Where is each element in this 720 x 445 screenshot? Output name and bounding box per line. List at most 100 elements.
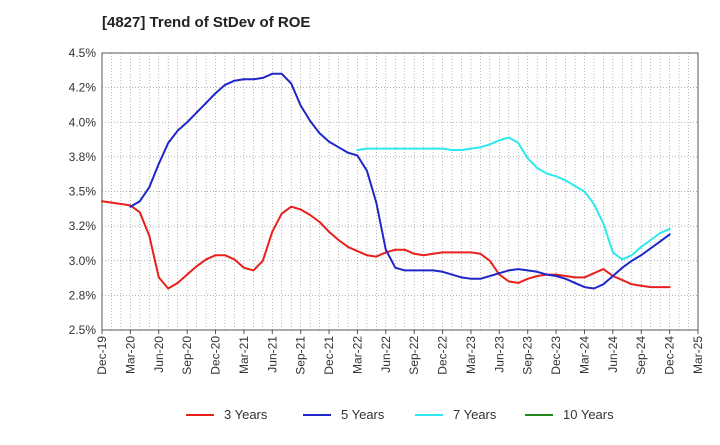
x-tick-label: Mar-24 [577, 336, 591, 374]
data-point-3-years [366, 254, 368, 257]
data-point-7-years [668, 228, 671, 230]
data-point-5-years [507, 269, 510, 272]
data-point-7-years [574, 185, 576, 187]
data-point-7-years [564, 179, 567, 182]
data-point-5-years [280, 72, 283, 75]
data-point-3-years [243, 266, 245, 269]
data-point-3-years [441, 251, 444, 254]
data-point-3-years [309, 214, 311, 216]
data-point-3-years [138, 211, 141, 214]
data-point-3-years [347, 246, 349, 248]
data-point-3-years [176, 282, 179, 284]
data-point-5-years [252, 78, 255, 81]
data-point-7-years [441, 147, 444, 150]
data-point-3-years [451, 251, 453, 254]
data-point-5-years [243, 78, 245, 81]
data-point-5-years [176, 129, 179, 132]
data-point-3-years [602, 268, 605, 270]
data-point-5-years [574, 282, 576, 284]
data-point-3-years [214, 254, 217, 257]
data-point-3-years [460, 251, 463, 254]
data-point-5-years [593, 287, 595, 290]
data-point-5-years [233, 79, 236, 82]
data-point-3-years [252, 269, 255, 272]
data-point-5-years [186, 121, 189, 124]
y-tick-label: 3.5% [69, 185, 97, 199]
x-tick-label: Sep-20 [180, 336, 194, 375]
data-point-5-years [157, 162, 160, 165]
data-point-3-years [271, 230, 274, 233]
data-point-5-years [309, 120, 311, 122]
data-point-3-years [432, 252, 434, 255]
data-point-5-years [659, 240, 662, 243]
data-point-5-years [555, 275, 557, 277]
data-point-3-years [356, 250, 359, 253]
data-point-3-years [195, 265, 198, 268]
x-tick-label: Dec-24 [663, 336, 677, 375]
data-point-3-years [148, 234, 151, 237]
x-tick-label: Sep-21 [294, 336, 308, 375]
data-point-5-years [167, 142, 170, 144]
x-tick-label: Dec-21 [322, 336, 336, 375]
data-point-7-years [498, 139, 501, 142]
data-point-3-years [167, 287, 170, 290]
data-point-3-years [110, 201, 113, 204]
x-tick-label: Jun-24 [606, 336, 620, 373]
x-tick-label: Sep-22 [407, 336, 421, 375]
data-point-7-years [536, 167, 539, 169]
data-point-3-years [479, 252, 482, 255]
y-tick-label: 3.8% [69, 150, 97, 164]
data-point-5-years [394, 266, 397, 269]
y-tick-label: 3.0% [69, 254, 97, 268]
data-point-5-years [356, 154, 359, 157]
data-point-7-years [602, 222, 605, 225]
data-point-5-years [564, 277, 567, 280]
x-tick-label: Dec-19 [95, 336, 109, 375]
data-point-7-years [384, 147, 387, 150]
data-point-5-years [621, 266, 624, 269]
data-point-7-years [470, 147, 472, 150]
data-point-3-years [422, 254, 425, 257]
data-point-5-years [649, 247, 652, 250]
legend-label-7-years: 7 Years [453, 407, 497, 422]
y-tick-label: 4.5% [69, 46, 97, 60]
data-point-7-years [593, 203, 595, 205]
data-point-3-years [120, 203, 122, 205]
data-point-3-years [394, 248, 397, 251]
data-point-3-years [526, 277, 529, 280]
series-line-5-years [129, 72, 671, 290]
data-point-5-years [441, 270, 444, 273]
data-point-5-years [498, 272, 501, 275]
x-tick-label: Dec-20 [209, 336, 223, 375]
data-point-5-years [413, 269, 416, 272]
x-tick-label: Mar-25 [691, 336, 705, 374]
data-point-5-years [318, 132, 321, 135]
x-tick-label: Dec-23 [549, 336, 563, 375]
data-point-5-years [129, 205, 132, 208]
data-point-3-years [640, 284, 643, 287]
data-point-3-years [649, 286, 652, 288]
data-point-3-years [318, 221, 321, 223]
x-tick-label: Jun-22 [379, 336, 393, 373]
data-point-5-years [460, 276, 463, 279]
data-point-3-years [403, 248, 406, 251]
data-point-7-years [403, 147, 406, 150]
data-point-5-years [517, 268, 520, 270]
data-point-3-years [157, 276, 160, 279]
data-point-5-years [138, 200, 141, 203]
legend-label-5-years: 5 Years [341, 407, 385, 422]
data-point-3-years [186, 273, 189, 276]
data-point-5-years [148, 186, 151, 189]
data-point-3-years [413, 252, 416, 255]
data-point-7-years [583, 190, 586, 193]
data-point-7-years [479, 146, 482, 149]
x-tick-label: Jun-23 [492, 336, 506, 373]
y-tick-label: 3.2% [69, 219, 97, 233]
data-point-7-years [649, 239, 652, 241]
data-point-3-years [337, 239, 340, 241]
data-point-5-years [583, 286, 586, 288]
data-point-5-years [271, 72, 274, 75]
plot-border [101, 52, 699, 331]
data-point-5-years [384, 248, 387, 251]
data-point-3-years [290, 205, 293, 208]
